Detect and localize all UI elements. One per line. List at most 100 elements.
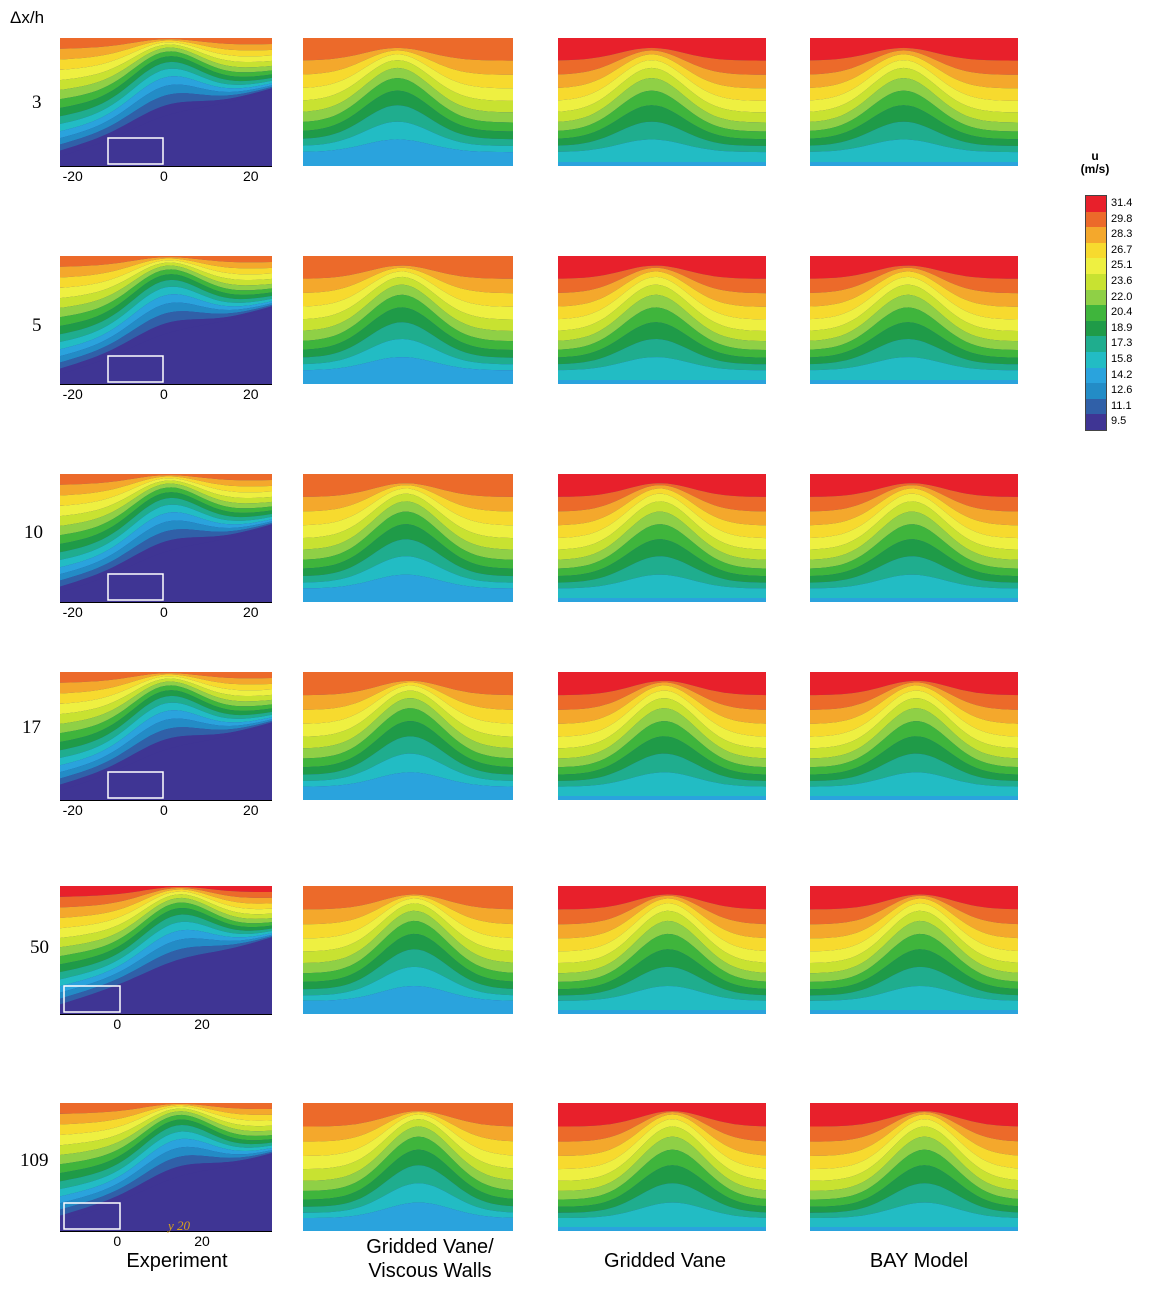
contour-band — [303, 139, 513, 166]
contour-band — [810, 574, 1018, 602]
contour-band — [558, 276, 766, 331]
contour-band — [60, 492, 272, 553]
contour-band — [60, 886, 272, 908]
contour-panel-gridded-vane-row-5 — [558, 256, 766, 384]
contour-band — [60, 88, 272, 157]
wall-layer — [558, 380, 766, 384]
contour-band — [60, 76, 272, 139]
contour-band — [810, 556, 1018, 589]
contour-band — [810, 485, 1018, 526]
x-tick-label: 20 — [243, 168, 259, 184]
contour-band — [558, 54, 766, 101]
contour-band — [810, 284, 1018, 342]
contour-band — [303, 54, 513, 101]
contour-band — [60, 38, 272, 49]
colorbar-swatch — [1086, 274, 1106, 290]
contour-band — [558, 986, 766, 1014]
contour-band — [303, 511, 513, 569]
wall-layer — [303, 1227, 513, 1231]
contour-band — [303, 920, 513, 982]
contour-band — [60, 722, 272, 791]
contour-band — [303, 1103, 513, 1127]
contour-panel-gridded-vane-row-3 — [558, 38, 766, 166]
contour-band — [558, 90, 766, 140]
contour-band — [810, 307, 1018, 358]
colorbar-swatch — [1086, 352, 1106, 368]
contour-band — [810, 966, 1018, 1001]
contour-band — [558, 256, 766, 279]
colorbar-label: 15.8 — [1111, 353, 1133, 365]
contour-band — [558, 556, 766, 589]
contour-band — [558, 121, 766, 153]
contour-band — [810, 322, 1018, 365]
contour-band — [60, 1119, 272, 1182]
contour-band — [558, 524, 766, 577]
contour-band — [558, 772, 766, 800]
x-tick-label: 0 — [159, 802, 168, 818]
contour-band — [60, 478, 272, 517]
contour-band — [558, 47, 766, 75]
contour-band — [810, 886, 1018, 910]
wall-layer — [303, 598, 513, 602]
experiment-x-axis — [60, 1014, 272, 1015]
contour-band — [303, 1114, 513, 1170]
contour-band — [60, 269, 272, 326]
contour-band — [558, 682, 766, 724]
contour-band — [303, 339, 513, 371]
contour-band — [60, 524, 272, 593]
contour-band — [810, 265, 1018, 294]
contour-band — [558, 307, 766, 358]
contour-band — [558, 322, 766, 365]
contour-band — [558, 483, 766, 512]
contour-band — [60, 476, 272, 506]
contour-band — [60, 678, 272, 724]
contour-band — [810, 339, 1018, 371]
model-outline — [107, 771, 164, 799]
contour-panel-bay-model-row-17 — [810, 672, 1018, 800]
model-outline — [63, 985, 121, 1013]
contour-band — [60, 260, 272, 299]
contour-band — [558, 895, 766, 939]
contour-band — [558, 680, 766, 710]
contour-band — [60, 1111, 272, 1165]
contour-band — [60, 44, 272, 90]
contour-band — [303, 753, 513, 787]
contour-band — [810, 672, 1018, 696]
contour-band — [60, 1106, 272, 1146]
contour-band — [810, 67, 1018, 123]
contour-band — [810, 1165, 1018, 1213]
contour-band — [60, 51, 272, 108]
contour-band — [60, 1138, 272, 1204]
contour-panel-gridded-vane-viscous-walls-row-3 — [303, 38, 513, 166]
contour-band — [303, 483, 513, 512]
experiment-x-axis — [60, 384, 272, 385]
wall-layer — [558, 796, 766, 800]
contour-band — [558, 1149, 766, 1207]
contour-band — [60, 914, 272, 980]
wall-layer — [810, 796, 1018, 800]
colorbar-swatch — [1086, 289, 1106, 306]
contour-band — [60, 279, 272, 342]
contour-band — [558, 284, 766, 342]
colorbar-label: 9.5 — [1111, 415, 1127, 428]
row-label: 5 — [32, 315, 42, 336]
contour-band — [303, 886, 513, 910]
wall-layer — [810, 598, 1018, 602]
contour-band — [60, 673, 272, 694]
contour-band — [558, 294, 766, 350]
colorbar-swatch — [1086, 258, 1106, 274]
contour-band — [60, 891, 272, 938]
contour-band — [60, 676, 272, 715]
contour-band — [558, 265, 766, 294]
contour-band — [558, 139, 766, 166]
wall-layer — [558, 162, 766, 166]
contour-band — [558, 1103, 766, 1127]
contour-panel-gridded-vane-viscous-walls-row-10 — [303, 474, 513, 602]
wall-layer — [303, 1010, 513, 1014]
colorbar-label: 17.3 — [1111, 337, 1133, 350]
column-label-bay-model: BAY Model — [869, 1250, 969, 1272]
contour-band — [303, 105, 513, 146]
colorbar-label: 18.9 — [1111, 321, 1133, 334]
colorbar-label: 11.1 — [1111, 399, 1132, 412]
contour-band — [60, 937, 272, 1014]
